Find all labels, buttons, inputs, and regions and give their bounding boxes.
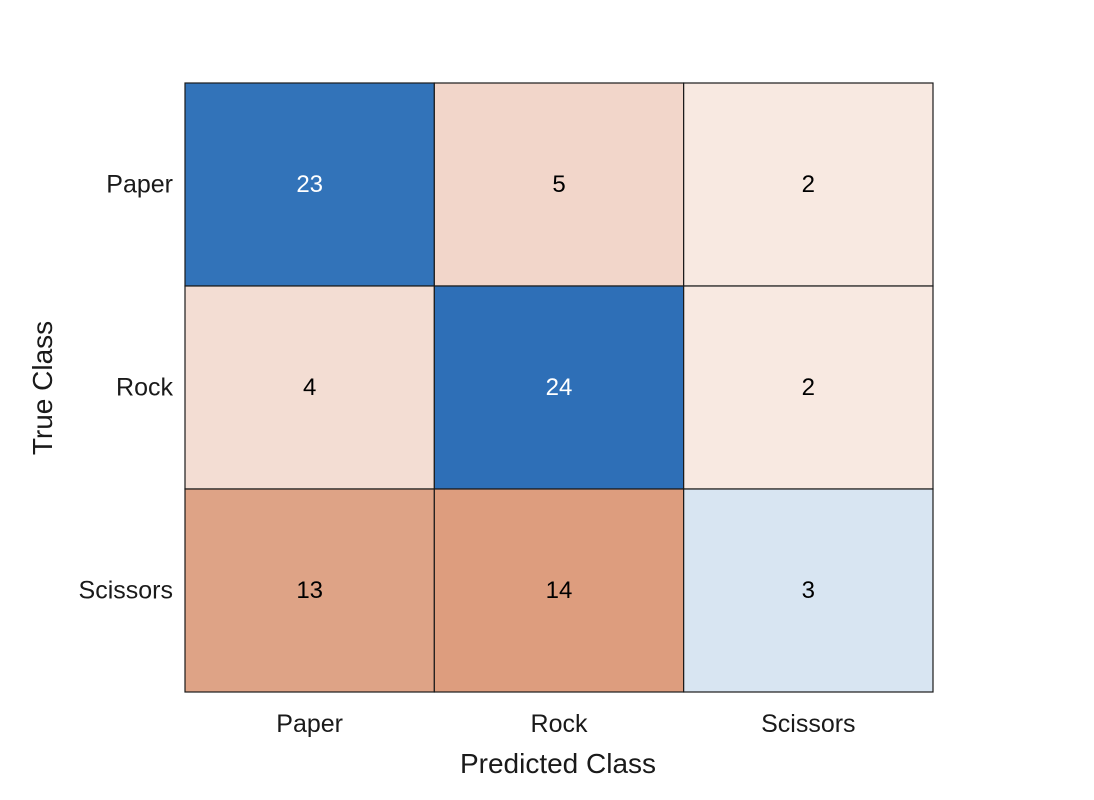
- cell-scissors-rock: [433, 488, 685, 693]
- cell-rock-scissors: [683, 285, 934, 490]
- cell-value-labels: 23 5 24 24 213 14 3: [296, 171, 815, 604]
- x-tick-rock: Rock: [531, 710, 588, 738]
- y-axis-label: True Class: [27, 321, 58, 455]
- cell-scissors-scissors: [683, 488, 934, 693]
- cell-value-rock-paper: 4: [303, 374, 316, 401]
- y-tick-paper: Paper: [106, 171, 173, 199]
- cell-value-rock-scissors: 2: [802, 374, 815, 401]
- x-tick-scissors: Scissors: [761, 710, 855, 738]
- cell-paper-paper: [184, 82, 435, 287]
- cell-value-scissors-paper: 13: [296, 577, 323, 604]
- heatmap-cells: [184, 82, 934, 693]
- cell-paper-rock: [433, 82, 685, 287]
- tick-labels: Paper Rock Scissors Paper Rock Scissors: [79, 171, 856, 739]
- y-tick-scissors: Scissors: [79, 577, 173, 605]
- cell-scissors-paper: [184, 488, 435, 693]
- cell-rock-paper: [184, 285, 435, 490]
- cell-value-paper-paper: 23: [296, 171, 323, 198]
- x-tick-paper: Paper: [276, 710, 343, 738]
- cell-value-scissors-scissors: 3: [802, 577, 815, 604]
- cell-value-paper-scissors: 2: [802, 171, 815, 198]
- x-axis-label: Predicted Class: [460, 748, 656, 779]
- cell-paper-scissors: [683, 82, 934, 287]
- cell-value-scissors-rock: 14: [546, 577, 573, 604]
- cell-rock-rock: [433, 285, 685, 490]
- y-tick-rock: Rock: [116, 374, 173, 402]
- cell-value-rock-rock: 24: [546, 374, 573, 401]
- cell-value-paper-rock: 5: [552, 171, 565, 198]
